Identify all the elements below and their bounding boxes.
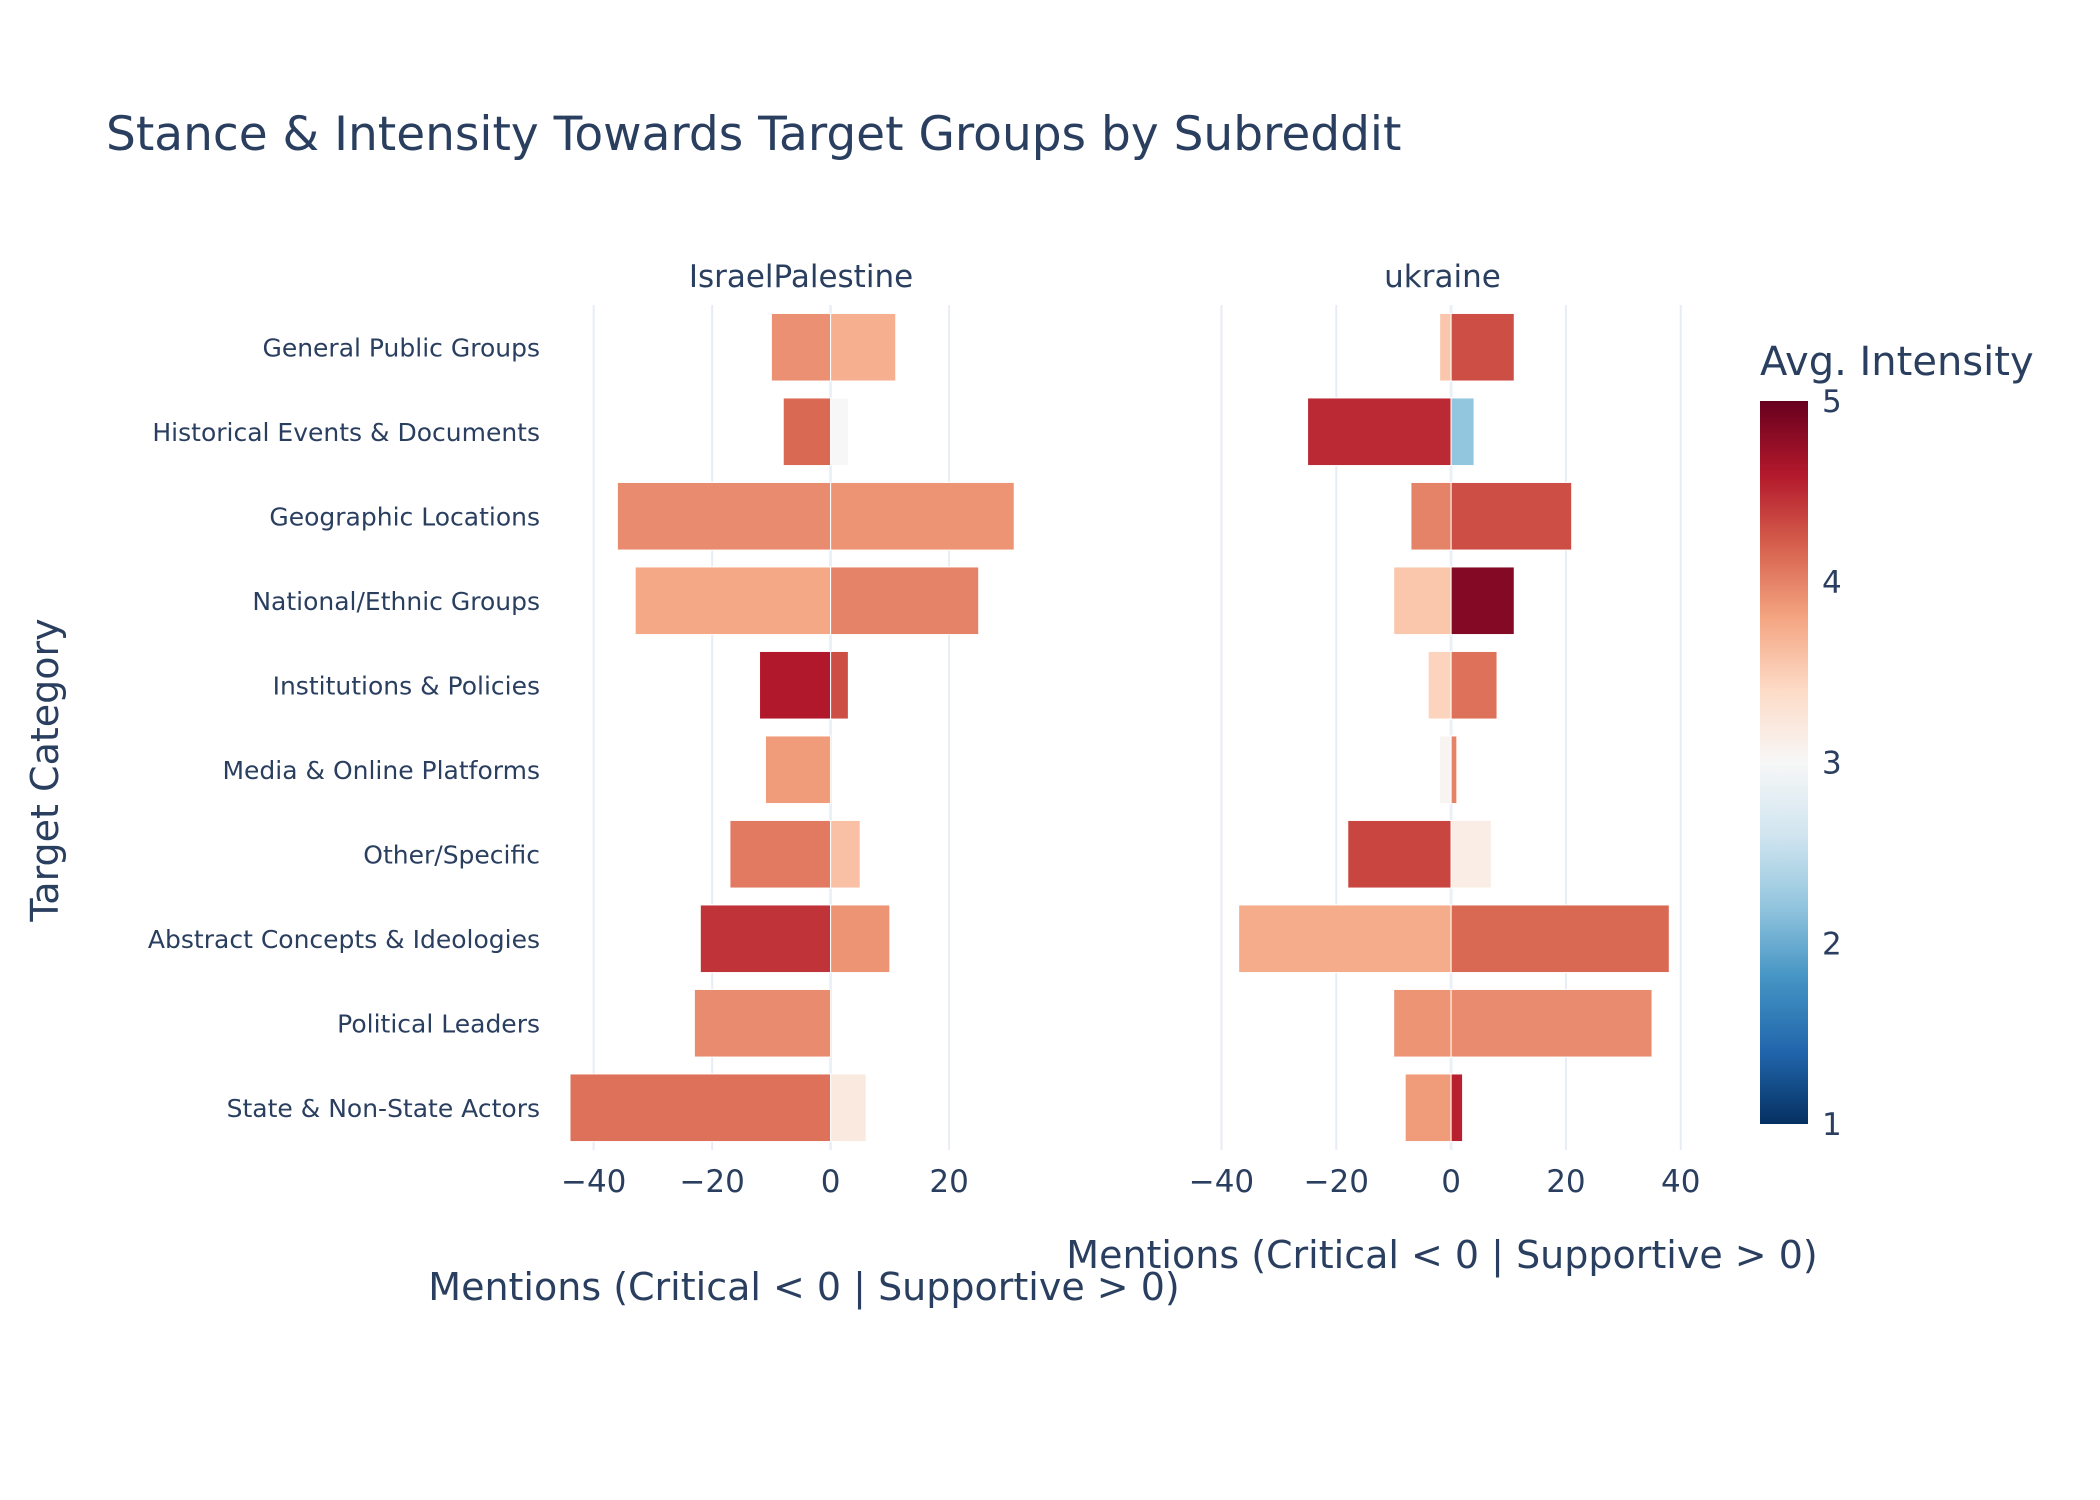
bar-supportive [1450, 312, 1515, 382]
bar-critical [770, 312, 832, 382]
x-axis-title: Mentions (Critical < 0 | Supportive > 0) [1066, 1233, 1817, 1278]
colorbar-title: Avg. Intensity [1760, 339, 2034, 385]
category-label: State & Non-State Actors [227, 1094, 540, 1123]
panel-title: ukraine [1384, 259, 1501, 295]
bar-critical [1410, 481, 1452, 551]
category-labels: General Public Groups Historical Events &… [148, 333, 540, 1123]
category-label: Other/Specific [363, 840, 540, 869]
bar-critical [764, 735, 832, 805]
y-axis-title: Target Category [23, 618, 67, 922]
bar-critical [782, 397, 832, 467]
bar-supportive [1450, 988, 1653, 1058]
x-tick-label: 0 [821, 1164, 841, 1200]
x-axis-title: Mentions (Critical < 0 | Supportive > 0) [428, 1265, 1179, 1310]
bar-supportive [830, 1073, 867, 1143]
colorbar-tick-label: 5 [1822, 384, 1842, 420]
bar-critical [759, 650, 832, 720]
colorbar-tick-label: 4 [1822, 565, 1842, 601]
bar-critical [1347, 819, 1452, 889]
chart-title: Stance & Intensity Towards Target Groups… [106, 107, 1401, 162]
bar-supportive [1450, 566, 1515, 636]
category-label: Institutions & Policies [273, 671, 540, 700]
category-label: General Public Groups [262, 333, 540, 362]
bar-supportive [830, 312, 897, 382]
bar-critical [569, 1073, 832, 1143]
bar-supportive [830, 397, 849, 467]
x-tick-label: 40 [1661, 1164, 1700, 1200]
category-label: Political Leaders [337, 1009, 540, 1038]
panel-1: −40 −20 0 20 40 ukraine Mentions (Critical < 0… [1066, 259, 1817, 1278]
panel-title: IsraelPalestine [689, 259, 913, 295]
bar-supportive [1450, 397, 1475, 467]
bar-critical [1393, 566, 1452, 636]
bar-supportive [830, 481, 1015, 551]
bar-supportive [1450, 735, 1458, 805]
x-tick-label: 20 [929, 1164, 968, 1200]
category-label: National/Ethnic Groups [252, 587, 540, 616]
x-tick-label: 0 [1441, 1164, 1461, 1200]
x-tick-label: −20 [1304, 1164, 1369, 1200]
bar-critical [693, 988, 832, 1058]
bar-critical [634, 566, 832, 636]
x-tick-label: −40 [1189, 1164, 1254, 1200]
bar-supportive [830, 566, 980, 636]
bar-supportive [830, 650, 849, 720]
bar-supportive [1450, 819, 1492, 889]
colorbar-tick-label: 1 [1822, 1107, 1842, 1143]
panel-0: −40 −20 0 20 IsraelPalestine Mentions (Critic… [428, 259, 1179, 1310]
bar-supportive [830, 904, 891, 974]
bar-critical [1393, 988, 1452, 1058]
x-tick-label: 20 [1546, 1164, 1585, 1200]
colorbar-tick-label: 2 [1822, 926, 1842, 962]
bar-critical [1238, 904, 1452, 974]
category-label: Geographic Locations [269, 502, 540, 531]
bar-supportive [1450, 904, 1670, 974]
bar-critical [699, 904, 832, 974]
bar-critical [1439, 312, 1452, 382]
bar-supportive [1450, 481, 1573, 551]
bar-critical [729, 819, 832, 889]
bar-supportive [830, 819, 861, 889]
bar-critical [1427, 650, 1452, 720]
bar-supportive [1450, 650, 1498, 720]
colorbar-tick-label: 3 [1822, 746, 1842, 782]
bar-critical [1307, 397, 1452, 467]
bar-critical [1439, 735, 1452, 805]
bar-critical [616, 481, 832, 551]
x-tick-label: −40 [561, 1164, 626, 1200]
colorbar: Avg. Intensity 1 2 3 4 5 [1760, 339, 2034, 1143]
bar-critical [1404, 1073, 1452, 1143]
category-label: Historical Events & Documents [152, 418, 540, 447]
bar-supportive [1450, 1073, 1464, 1143]
category-label: Media & Online Platforms [222, 756, 540, 785]
colorbar-gradient [1760, 401, 1808, 1124]
category-label: Abstract Concepts & Ideologies [148, 925, 540, 954]
x-tick-label: −20 [679, 1164, 744, 1200]
panels: −40 −20 0 20 IsraelPalestine Mentions (Critic… [428, 259, 1817, 1310]
